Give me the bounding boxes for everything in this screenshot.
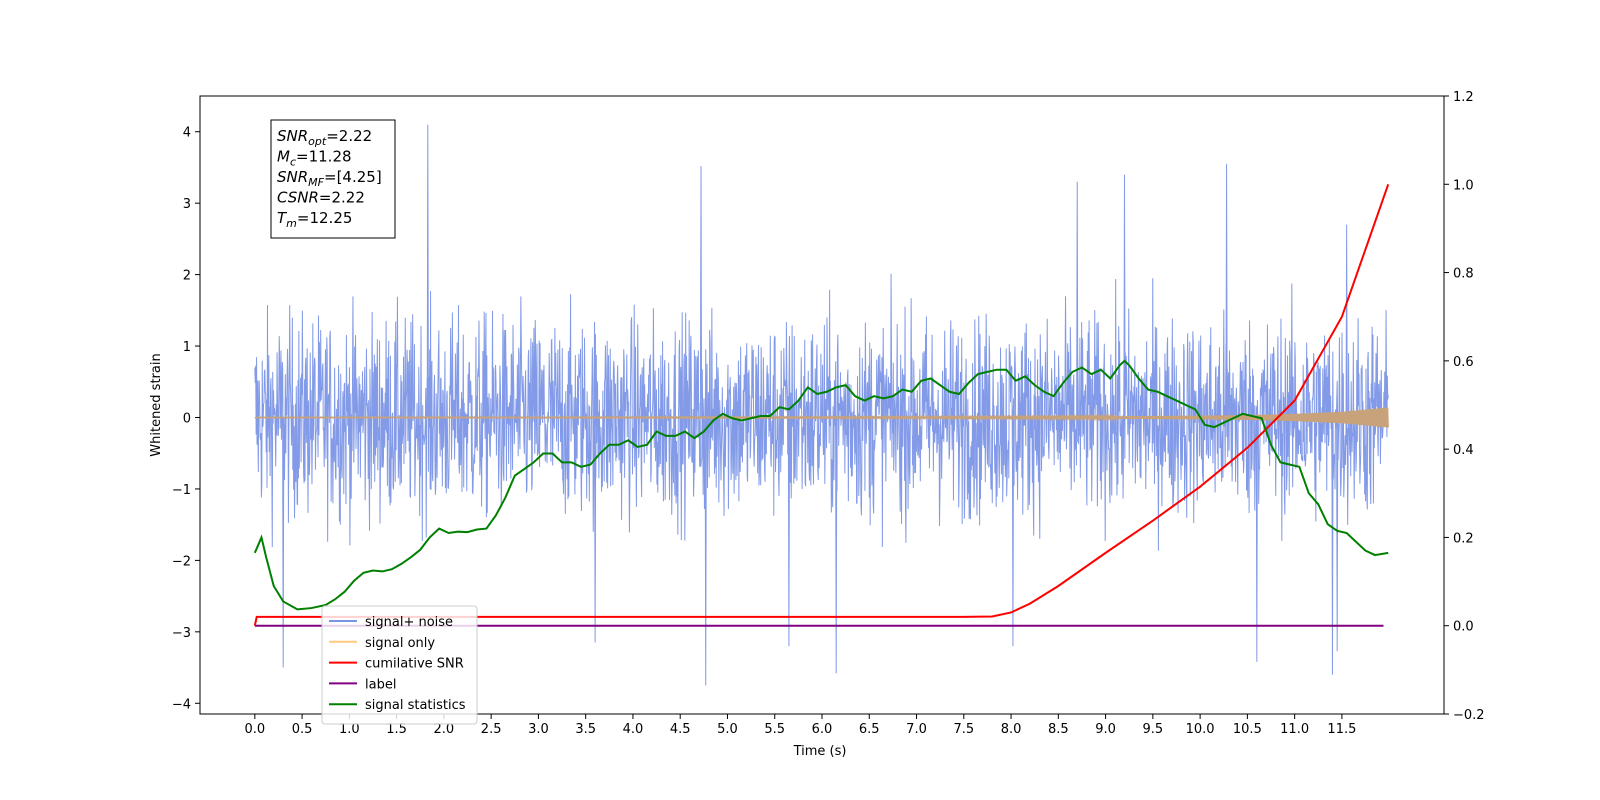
annotation-subscript: m: [286, 217, 297, 230]
annotation-value: =11.28: [296, 148, 352, 166]
annotation-symbol: SNR: [277, 168, 308, 186]
annotation-line: SNRopt=2.22: [277, 127, 372, 148]
y-tick-label: 4: [183, 126, 191, 141]
x-tick-label: 3.5: [575, 722, 596, 737]
x-tick-label: 9.5: [1143, 722, 1164, 737]
y2-tick-label: 0.4: [1453, 443, 1474, 458]
y-axis-label: Whitened strain: [149, 353, 164, 456]
series-cumulative-snr: [253, 183, 1390, 626]
y2-tick-label: 0.6: [1453, 355, 1474, 370]
legend-label: label: [365, 677, 396, 692]
legend-label: signal+ noise: [365, 615, 453, 630]
series-signal-only: [254, 407, 1389, 428]
annotation-line: Tm=12.25: [277, 209, 352, 230]
y2-tick-label: 0.2: [1453, 531, 1474, 546]
annotation-symbol: M: [277, 148, 290, 166]
annotation-line: Mc=11.28: [277, 148, 352, 169]
y-tick-label: 1: [183, 340, 191, 355]
x-tick-label: 7.5: [953, 722, 974, 737]
x-tick-label: 5.5: [764, 722, 785, 737]
x-tick-label: 1.5: [386, 722, 407, 737]
x-tick-label: 8.0: [1001, 722, 1022, 737]
x-tick-label: 1.0: [339, 722, 360, 737]
annotation-symbol: CSNR: [277, 189, 319, 207]
x-tick-label: 11.0: [1280, 722, 1309, 737]
x-tick-label: 8.5: [1048, 722, 1069, 737]
y-tick-label: −3: [172, 626, 191, 641]
x-tick-label: 6.0: [812, 722, 833, 737]
legend-frame: [321, 605, 478, 725]
annotation-symbol: T: [277, 209, 288, 227]
y2-tick-label: 1.0: [1453, 178, 1474, 193]
x-tick-label: 4.5: [670, 722, 691, 737]
y2-tick-label: 0.0: [1453, 620, 1474, 635]
x-tick-label: 4.0: [623, 722, 644, 737]
x-tick-label: 2.5: [481, 722, 502, 737]
annotation-value: =2.22: [326, 127, 372, 145]
annotation-subscript: opt: [308, 135, 327, 148]
x-tick-label: 5.0: [717, 722, 738, 737]
legend-label: cumilative SNR: [365, 657, 464, 672]
y-tick-label: 2: [183, 269, 191, 284]
x-axis-label: Time (s): [793, 744, 847, 759]
legend: signal+ noise signal only cumilative SNR la…: [321, 605, 478, 725]
y2-tick-label: 1.2: [1453, 90, 1474, 105]
series-signal-statistics: [253, 359, 1389, 611]
x-tick-label: 0.0: [244, 722, 265, 737]
y-tick-label: 3: [183, 197, 191, 212]
series-signal-noise: [254, 124, 1389, 686]
annotation-subscript: MF: [308, 176, 324, 189]
y2-tick-label: −0.2: [1453, 708, 1485, 723]
y-tick-label: −2: [172, 554, 191, 569]
annotation-frame: [270, 119, 396, 239]
annotation-subscript: c: [290, 156, 296, 169]
annotation-line: CSNR=2.22: [277, 189, 365, 207]
annotation-value: =12.25: [297, 209, 353, 227]
x-tick-label: 11.5: [1327, 722, 1356, 737]
annotation-line: SNRMF=[4.25]: [277, 168, 382, 189]
x-tick-label: 3.0: [528, 722, 549, 737]
annotation-value: =[4.25]: [324, 168, 382, 186]
x-tick-label: 0.5: [292, 722, 313, 737]
legend-label: signal statistics: [365, 698, 466, 713]
x-tick-label: 10.5: [1233, 722, 1262, 737]
y-tick-label: 0: [183, 412, 191, 427]
x-tick-label: 10.0: [1186, 722, 1215, 737]
y-tick-label: −4: [172, 697, 191, 712]
annotation-symbol: SNR: [277, 127, 308, 145]
x-tick-label: 2.0: [434, 722, 455, 737]
x-tick-label: 7.0: [906, 722, 927, 737]
legend-label: signal only: [365, 636, 435, 651]
x-tick-label: 9.0: [1095, 722, 1116, 737]
y2-tick-label: 0.8: [1453, 267, 1474, 282]
y-tick-label: −1: [172, 483, 191, 498]
x-tick-label: 6.5: [859, 722, 880, 737]
annotation-box: SNRopt=2.22Mc=11.28SNRMF=[4.25]CSNR=2.22…: [270, 119, 396, 239]
annotation-value: =2.22: [319, 189, 365, 207]
axes-layer: 0.0 0.5 1.0 1.5 2.0 2.5 3.0 3.5 4.0 4.5 5.0 5.5 6.0 6…: [172, 90, 1485, 737]
series-layer: [253, 124, 1390, 686]
